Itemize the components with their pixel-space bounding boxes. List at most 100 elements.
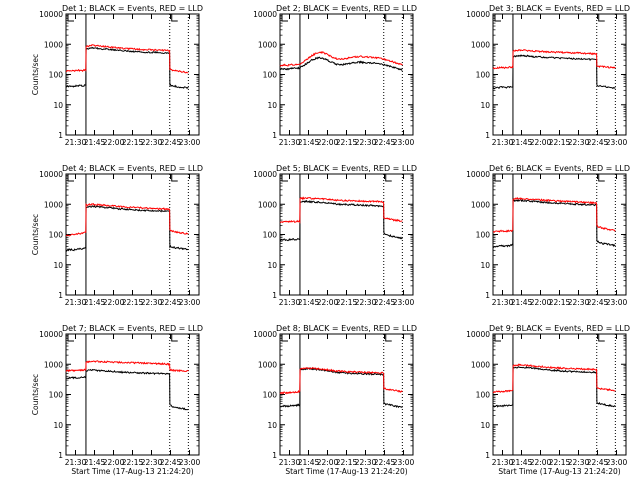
x-tick-label: 23:00 (606, 458, 628, 467)
y-tick-label: 10000 (39, 330, 63, 339)
x-tick-label: 21:45 (84, 138, 106, 147)
panel-det-2: Det 2; BLACK = Events, RED = LLD 1 10 100 10… (253, 4, 417, 147)
x-tick-label: 22:30 (568, 458, 590, 467)
y-tick-label: 1000 (258, 200, 277, 209)
panel-title: Det 6; BLACK = Events, RED = LLD (489, 164, 630, 173)
x-tick-label: 22:45 (160, 138, 182, 147)
x-tick-label: 21:30 (279, 138, 301, 147)
x-tick-label: 22:45 (374, 138, 396, 147)
x-tick-label: 21:45 (511, 458, 533, 467)
panel-det-7: Det 7; BLACK = Events, RED = LLD 1 10 100 10… (31, 324, 203, 476)
y-tick-label: 1000 (471, 200, 490, 209)
series-line-lld (279, 196, 403, 224)
corner-bracket-left (67, 174, 74, 182)
x-tick-label: 23:00 (179, 458, 201, 467)
y-tick-label: 100 (476, 71, 491, 80)
x-tick-label: 22:45 (374, 458, 396, 467)
x-tick-label: 21:45 (511, 298, 533, 307)
series-line-lld (492, 48, 616, 70)
y-tick-label: 10 (267, 421, 277, 430)
corner-bracket-left (281, 174, 288, 182)
series-line-lld (279, 50, 403, 67)
x-tick-label: 22:15 (122, 298, 144, 307)
x-tick-label: 22:00 (530, 298, 552, 307)
series-line-lld (492, 197, 616, 233)
y-axis-label: Counts/sec (31, 214, 40, 255)
y-tick-label: 100 (263, 71, 278, 80)
x-tick-label: 21:30 (65, 138, 87, 147)
panel-title: Det 8; BLACK = Events, RED = LLD (276, 324, 417, 333)
x-tick-label: 22:30 (568, 138, 590, 147)
corner-bracket-right (385, 334, 392, 342)
series-line-lld (65, 44, 189, 74)
y-tick-label: 100 (49, 71, 64, 80)
x-tick-label: 22:30 (355, 138, 377, 147)
corner-bracket-left (67, 334, 74, 342)
y-tick-label: 100 (49, 231, 64, 240)
x-tick-label: 22:00 (530, 458, 552, 467)
y-tick-label: 100 (263, 231, 278, 240)
y-tick-label: 10 (267, 101, 277, 110)
panel-title: Det 4; BLACK = Events, RED = LLD (62, 164, 203, 173)
y-axis-label: Counts/sec (31, 374, 40, 415)
x-tick-label: 21:30 (65, 458, 87, 467)
corner-bracket-left (281, 334, 288, 342)
y-tick-label: 10000 (39, 170, 63, 179)
y-tick-label: 10000 (253, 10, 277, 19)
corner-bracket-left (281, 14, 288, 22)
x-tick-label: 22:45 (160, 298, 182, 307)
panel-det-6: Det 6; BLACK = Events, RED = LLD 1 10 100 10… (466, 164, 630, 307)
y-tick-label: 1 (485, 131, 490, 140)
x-tick-label: 22:30 (141, 458, 163, 467)
x-tick-label: 23:00 (393, 298, 415, 307)
y-tick-label: 1 (58, 451, 63, 460)
x-tick-label: 22:00 (530, 138, 552, 147)
y-tick-label: 1 (485, 291, 490, 300)
x-tick-label: 21:45 (84, 458, 106, 467)
x-tick-label: 21:30 (492, 298, 514, 307)
corner-bracket-right (171, 14, 178, 22)
x-tick-label: 22:15 (122, 458, 144, 467)
x-tick-label: 22:00 (317, 298, 339, 307)
x-tick-label: 22:15 (336, 138, 358, 147)
y-tick-label: 10000 (466, 10, 490, 19)
y-tick-label: 100 (49, 391, 64, 400)
x-tick-label: 22:15 (336, 458, 358, 467)
x-tick-label: 22:45 (587, 298, 609, 307)
y-tick-label: 10 (480, 421, 490, 430)
x-tick-label: 22:00 (103, 138, 125, 147)
x-tick-label: 23:00 (179, 298, 201, 307)
y-tick-label: 1000 (44, 200, 63, 209)
y-tick-label: 1 (272, 131, 277, 140)
y-tick-label: 1000 (258, 40, 277, 49)
corner-bracket-right (171, 334, 178, 342)
x-tick-label: 21:45 (298, 298, 320, 307)
y-tick-label: 100 (476, 391, 491, 400)
x-axis-label: Start Time (17-Aug-13 21:24:20) (71, 467, 193, 476)
panel-det-4: Det 4; BLACK = Events, RED = LLD 1 10 100 10… (31, 164, 203, 307)
x-tick-label: 22:15 (336, 298, 358, 307)
x-tick-label: 23:00 (179, 138, 201, 147)
x-tick-label: 23:00 (393, 138, 415, 147)
x-tick-label: 21:45 (511, 138, 533, 147)
x-tick-label: 23:00 (606, 298, 628, 307)
x-tick-label: 21:30 (279, 458, 301, 467)
series-line-lld (65, 360, 189, 373)
x-tick-label: 22:00 (103, 298, 125, 307)
y-tick-label: 10 (267, 261, 277, 270)
panel-det-3: Det 3; BLACK = Events, RED = LLD 1 10 100 10… (466, 4, 630, 147)
x-tick-label: 22:45 (587, 138, 609, 147)
corner-bracket-right (385, 14, 392, 22)
x-tick-label: 22:00 (103, 458, 125, 467)
y-tick-label: 10 (53, 421, 63, 430)
y-tick-label: 1 (272, 291, 277, 300)
y-tick-label: 10 (53, 101, 63, 110)
y-tick-label: 100 (476, 231, 491, 240)
y-tick-label: 10 (480, 101, 490, 110)
panel-title: Det 2; BLACK = Events, RED = LLD (276, 4, 417, 13)
corner-bracket-right (598, 14, 605, 22)
corner-bracket-right (385, 174, 392, 182)
y-tick-label: 1 (272, 451, 277, 460)
panel-title: Det 5; BLACK = Events, RED = LLD (276, 164, 417, 173)
